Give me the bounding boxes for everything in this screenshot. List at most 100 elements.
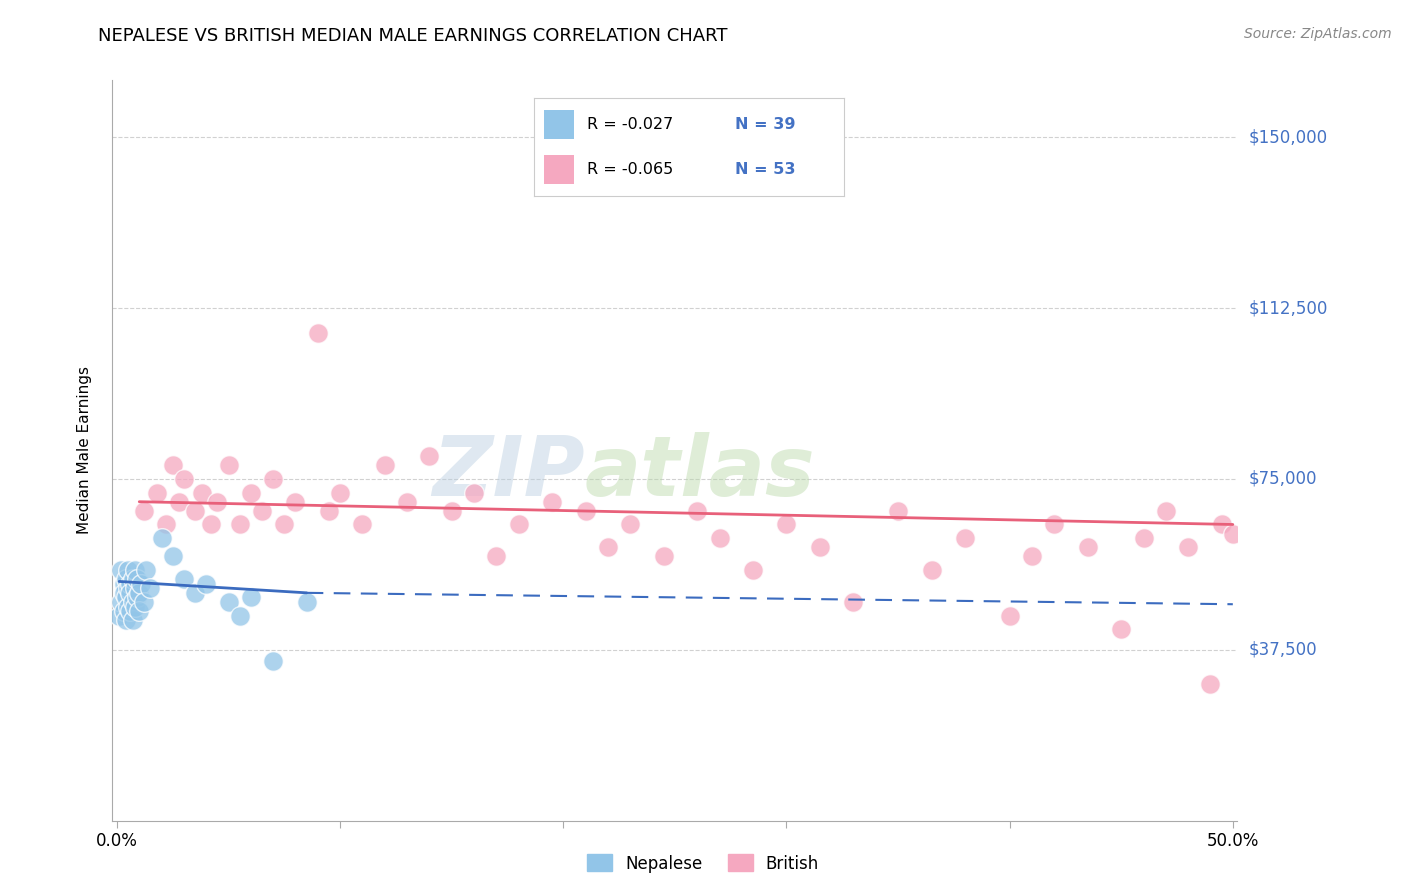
Point (250, 504, 273, 518)
Point (115, 613, 138, 627)
Y-axis label: Median Male Earnings: Median Male Earnings (77, 367, 91, 534)
Point (1132, 531, 1154, 545)
Point (184, 586, 207, 600)
Point (135, 563, 157, 577)
Point (742, 563, 765, 577)
Point (295, 595, 318, 609)
Point (125, 572, 148, 586)
FancyBboxPatch shape (544, 110, 575, 139)
Point (190, 485, 212, 500)
Point (128, 586, 150, 600)
Point (169, 494, 191, 508)
Point (120, 604, 142, 618)
Point (239, 591, 262, 605)
Point (121, 572, 143, 586)
Point (121, 595, 143, 609)
Point (120, 576, 142, 591)
Point (207, 494, 229, 508)
Point (117, 599, 139, 614)
Point (921, 563, 943, 577)
Point (440, 504, 463, 518)
FancyBboxPatch shape (544, 155, 575, 185)
Point (162, 549, 184, 564)
Point (374, 458, 396, 473)
Point (115, 572, 138, 586)
Point (132, 504, 155, 518)
Point (619, 517, 641, 532)
Point (596, 541, 619, 555)
Point (1199, 677, 1222, 691)
Point (1077, 541, 1099, 555)
Point (121, 613, 143, 627)
Point (112, 586, 135, 600)
Point (131, 576, 153, 591)
Point (239, 485, 262, 500)
Point (128, 604, 150, 618)
Text: N = 53: N = 53 (735, 162, 796, 178)
Point (173, 572, 195, 586)
Point (396, 494, 419, 508)
Point (953, 531, 976, 545)
Point (228, 608, 250, 623)
Point (686, 504, 709, 518)
Point (1177, 541, 1199, 555)
Point (508, 517, 530, 532)
Point (1109, 622, 1132, 636)
Point (318, 504, 340, 518)
Point (842, 595, 865, 609)
Point (132, 595, 155, 609)
Point (117, 563, 139, 577)
Point (808, 541, 831, 555)
Text: N = 39: N = 39 (735, 117, 796, 132)
Point (108, 608, 131, 623)
Legend: Nepalese, British: Nepalese, British (581, 847, 825, 880)
Point (1222, 526, 1244, 541)
Point (162, 458, 184, 473)
Text: R = -0.027: R = -0.027 (586, 117, 673, 132)
Text: $37,500: $37,500 (1249, 640, 1317, 659)
Point (200, 517, 222, 532)
Point (463, 485, 485, 500)
Point (184, 504, 207, 518)
Point (125, 591, 148, 605)
Point (418, 449, 440, 463)
Point (146, 485, 169, 500)
Point (262, 472, 284, 486)
Point (115, 591, 138, 605)
Point (150, 531, 173, 545)
Text: $112,500: $112,500 (1249, 299, 1327, 317)
Point (352, 517, 374, 532)
Point (775, 517, 797, 532)
Text: atlas: atlas (585, 432, 815, 513)
Point (887, 504, 910, 518)
Point (307, 326, 329, 340)
Point (124, 563, 146, 577)
Point (652, 549, 675, 564)
Point (575, 504, 598, 518)
Point (218, 458, 240, 473)
Text: NEPALESE VS BRITISH MEDIAN MALE EARNINGS CORRELATION CHART: NEPALESE VS BRITISH MEDIAN MALE EARNINGS… (98, 27, 728, 45)
Point (262, 654, 284, 668)
Point (112, 576, 135, 591)
Point (1154, 504, 1177, 518)
Point (228, 517, 250, 532)
Point (485, 549, 508, 564)
Text: $150,000: $150,000 (1249, 128, 1327, 146)
Point (117, 582, 139, 596)
Point (1021, 549, 1043, 564)
Point (1043, 517, 1066, 532)
Point (110, 563, 132, 577)
Point (139, 582, 162, 596)
Point (273, 517, 295, 532)
Text: ZIP: ZIP (432, 432, 585, 513)
Point (195, 576, 218, 591)
Point (329, 485, 352, 500)
Point (284, 494, 307, 508)
Point (709, 531, 731, 545)
Text: R = -0.065: R = -0.065 (586, 162, 673, 178)
Point (998, 608, 1021, 623)
Point (541, 494, 564, 508)
Text: $75,000: $75,000 (1249, 470, 1317, 488)
Point (110, 595, 132, 609)
Point (218, 595, 240, 609)
